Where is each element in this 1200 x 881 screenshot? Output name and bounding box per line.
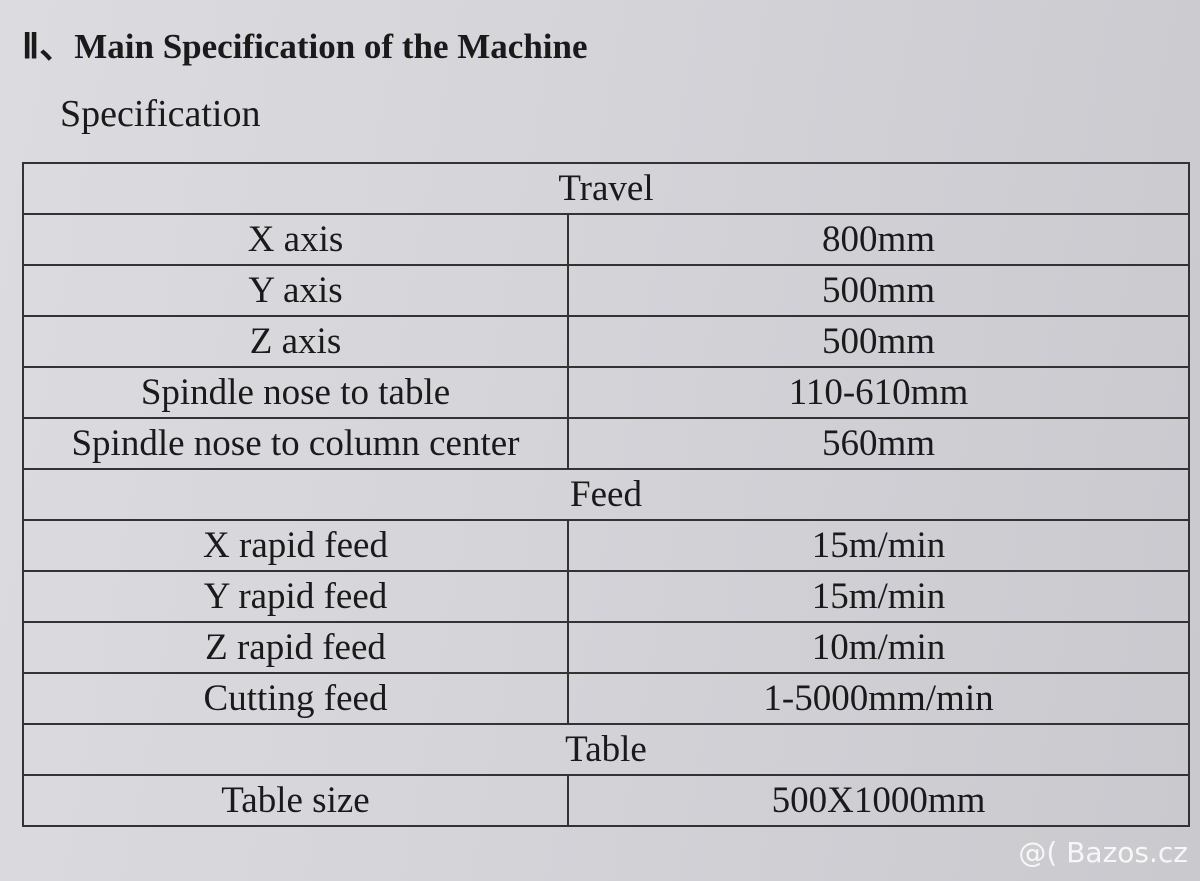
spec-row: Y axis 500mm — [22, 264, 1190, 317]
spec-label: Cutting feed — [22, 672, 569, 725]
spec-label: Table size — [22, 774, 569, 827]
spec-row: Cutting feed 1-5000mm/min — [22, 672, 1190, 725]
spec-value: 110-610mm — [567, 366, 1190, 419]
spec-label: Z rapid feed — [22, 621, 569, 674]
spec-row: Table size 500X1000mm — [22, 774, 1190, 827]
spec-label: Spindle nose to table — [22, 366, 569, 419]
spec-label: X rapid feed — [22, 519, 569, 572]
spec-value: 1-5000mm/min — [567, 672, 1190, 725]
spec-value: 10m/min — [567, 621, 1190, 674]
spec-table: Travel X axis 800mm Y axis 500mm Z axis 500mm S… — [22, 162, 1190, 827]
subtitle: Specification — [60, 93, 261, 135]
spec-row: Spindle nose to table 110-610mm — [22, 366, 1190, 419]
spec-row: Spindle nose to column center 560mm — [22, 417, 1190, 470]
spec-value: 15m/min — [567, 519, 1190, 572]
section-title: Feed — [22, 468, 1190, 521]
spec-label: X axis — [22, 213, 569, 266]
spec-row: Z rapid feed 10m/min — [22, 621, 1190, 674]
spec-value: 560mm — [567, 417, 1190, 470]
section-title: Travel — [22, 162, 1190, 215]
spec-label: Spindle nose to column center — [22, 417, 569, 470]
watermark: @( Bazos.cz — [1018, 836, 1188, 869]
spec-row: Y rapid feed 15m/min — [22, 570, 1190, 623]
spec-label: Z axis — [22, 315, 569, 368]
section-row: Feed — [22, 468, 1190, 521]
spec-value: 500mm — [567, 315, 1190, 368]
spec-row: X axis 800mm — [22, 213, 1190, 266]
spec-value: 500X1000mm — [567, 774, 1190, 827]
spec-value: 800mm — [567, 213, 1190, 266]
spec-row: Z axis 500mm — [22, 315, 1190, 368]
spec-row: X rapid feed 15m/min — [22, 519, 1190, 572]
spec-label: Y axis — [22, 264, 569, 317]
spec-value: 500mm — [567, 264, 1190, 317]
spec-value: 15m/min — [567, 570, 1190, 623]
section-row: Travel — [22, 162, 1190, 215]
title: Ⅱ、Main Specification of the Machine — [22, 27, 588, 66]
spec-label: Y rapid feed — [22, 570, 569, 623]
section-title: Table — [22, 723, 1190, 776]
section-row: Table — [22, 723, 1190, 776]
